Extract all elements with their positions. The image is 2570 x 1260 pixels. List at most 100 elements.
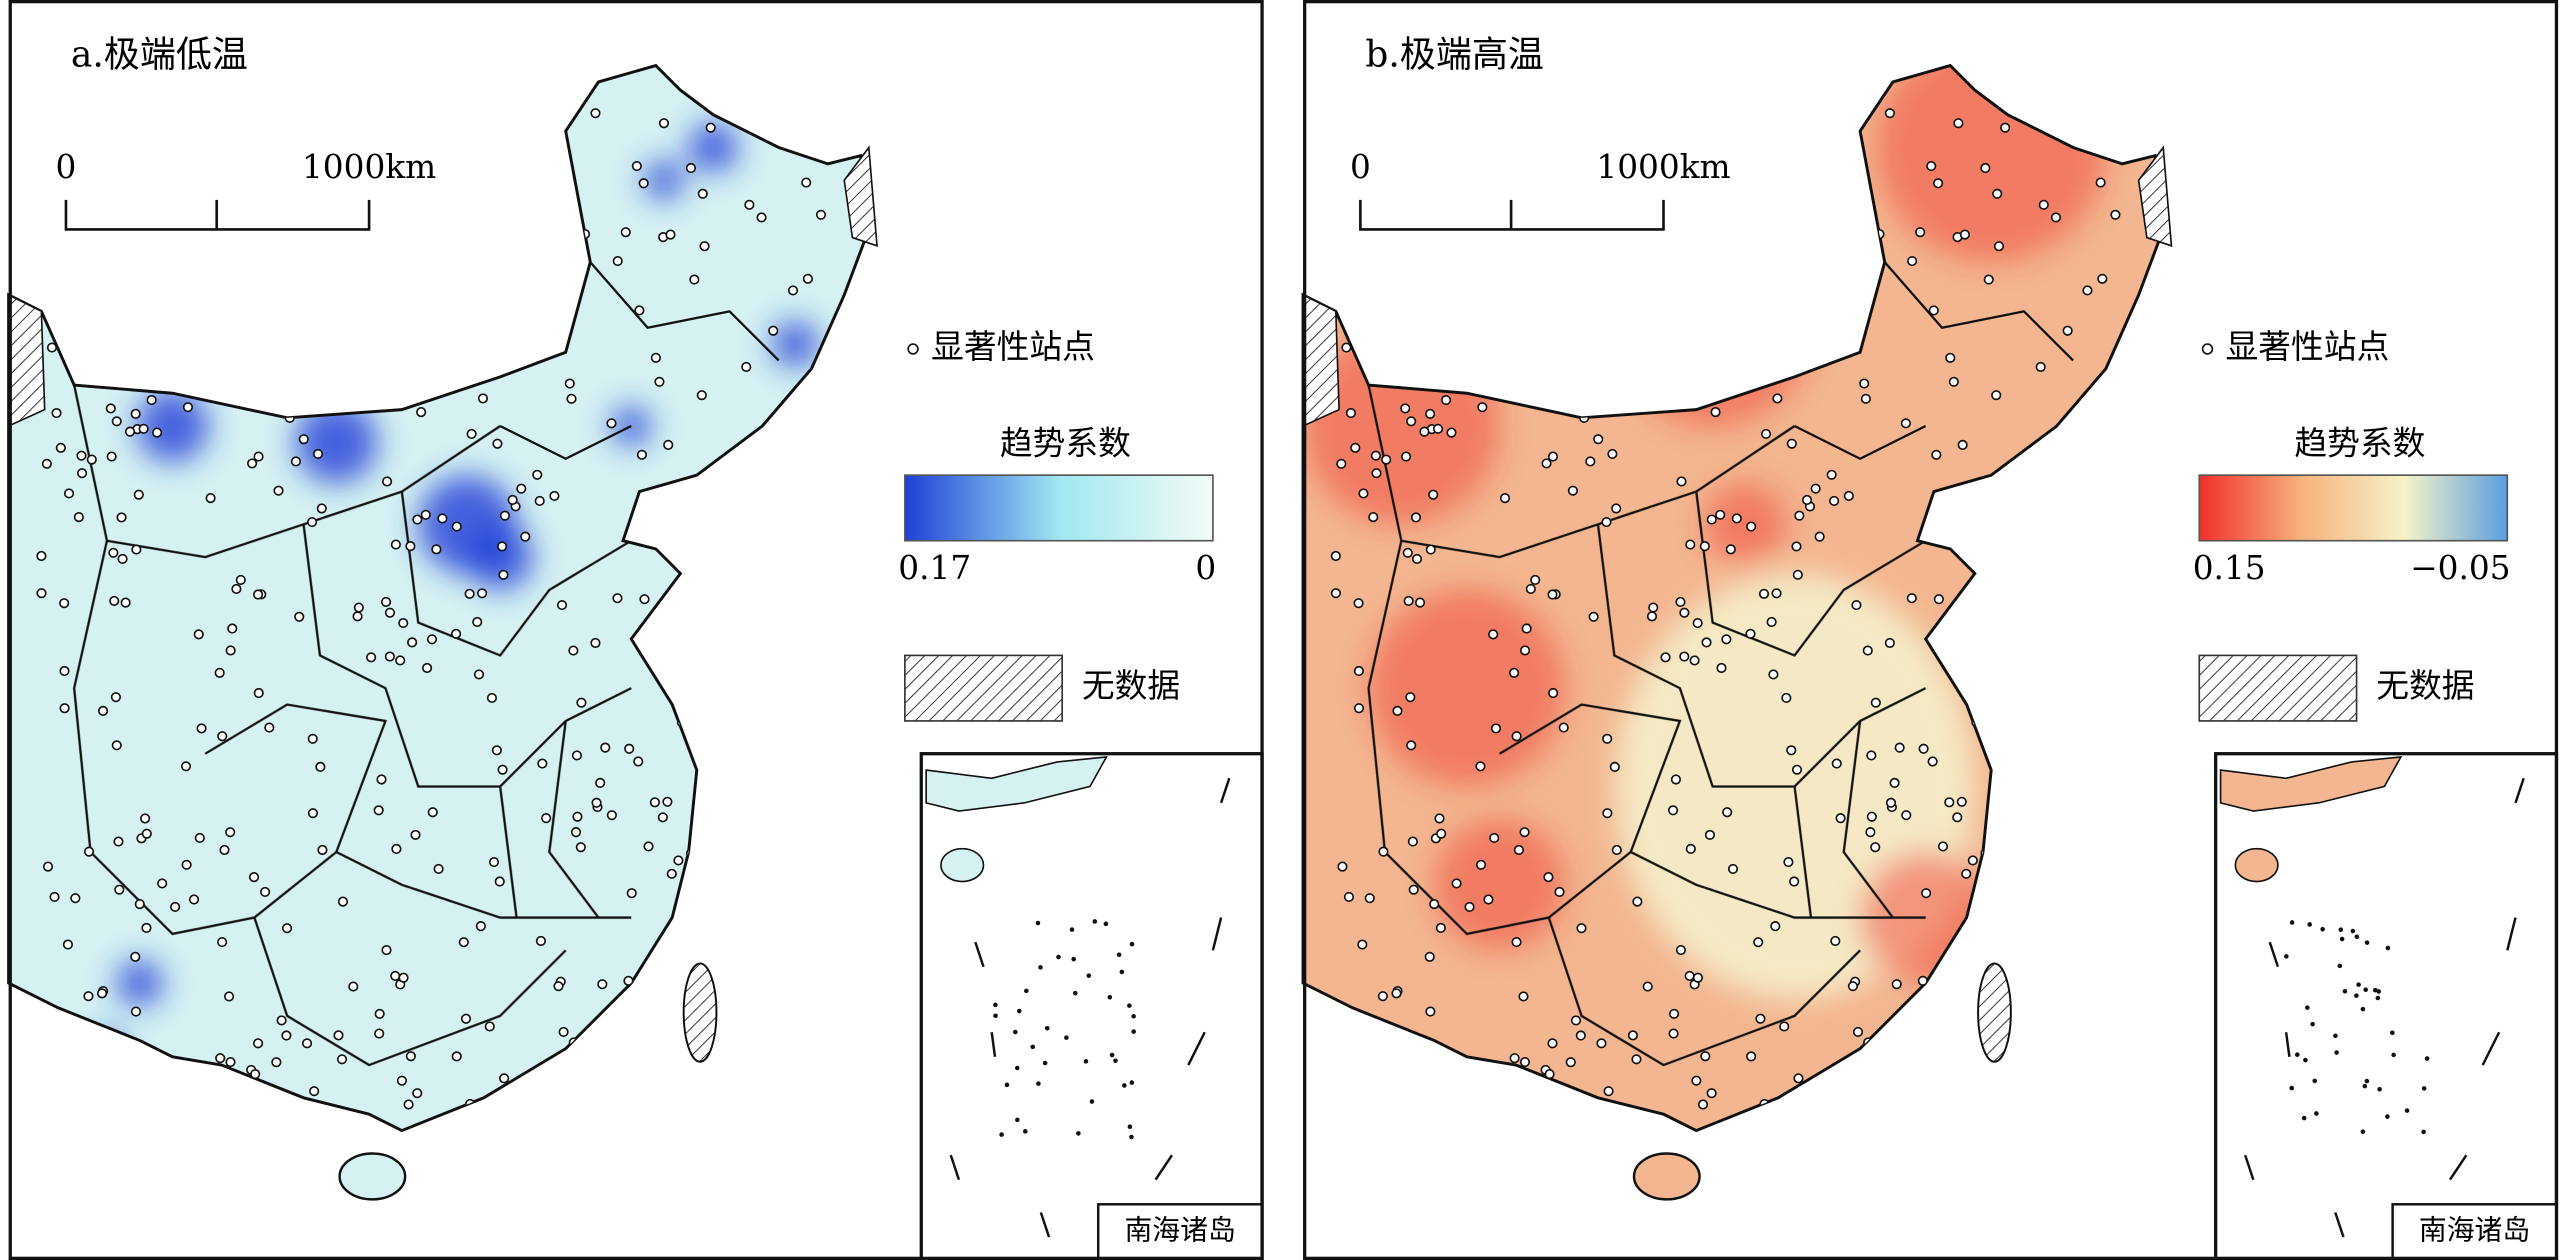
station [1392, 705, 1403, 716]
station [1716, 662, 1727, 674]
island [2376, 989, 2382, 994]
station [1353, 703, 1365, 714]
station [1623, 353, 1634, 365]
station [127, 341, 138, 352]
station [1746, 521, 1757, 532]
station [1684, 184, 1696, 196]
station [1550, 140, 1561, 151]
island [2363, 987, 2368, 992]
station [516, 483, 527, 494]
island [2289, 1085, 2295, 1091]
station [484, 312, 495, 323]
province-border [1367, 384, 1796, 559]
station [416, 407, 427, 418]
station [2046, 632, 2057, 644]
station [550, 101, 562, 112]
scale-start: 0 [1350, 148, 1371, 186]
station [1906, 593, 1917, 604]
island [2338, 927, 2344, 933]
station [477, 588, 488, 599]
station [316, 503, 327, 514]
china-border [7, 63, 871, 1133]
station [523, 194, 534, 205]
station [196, 723, 207, 734]
station [774, 1078, 786, 1089]
station [558, 1026, 569, 1037]
station [1814, 157, 1825, 168]
station [783, 95, 794, 106]
island [2385, 1114, 2390, 1119]
station [1722, 332, 1733, 343]
island [2385, 945, 2391, 951]
station [1845, 101, 1856, 112]
scale-bar [64, 199, 371, 231]
island [1083, 1059, 1089, 1064]
station [2035, 361, 2046, 373]
island [2360, 1129, 2366, 1135]
station [1752, 376, 1764, 387]
station [1685, 539, 1696, 550]
station [283, 115, 295, 126]
station [504, 238, 515, 250]
station [1961, 511, 1973, 523]
island [2424, 1056, 2430, 1061]
station [117, 553, 128, 565]
station [1545, 1097, 1557, 1108]
station [736, 775, 747, 787]
station [1710, 407, 1721, 418]
station [591, 797, 602, 808]
station [525, 351, 536, 362]
station [386, 268, 397, 279]
station [451, 521, 462, 532]
station [1585, 456, 1596, 467]
station [791, 981, 803, 992]
station [1959, 229, 1970, 240]
island [1131, 1013, 1136, 1019]
station [2025, 769, 2036, 780]
station [426, 634, 438, 645]
station [1991, 390, 2002, 401]
station [104, 307, 115, 318]
station [1791, 764, 1803, 775]
station [46, 342, 58, 353]
station [1395, 162, 1407, 173]
station [1519, 1056, 1531, 1068]
inset-frame [919, 752, 1264, 1260]
station [1952, 812, 1963, 823]
station [1375, 354, 1386, 365]
station [1579, 412, 1590, 424]
inset-line [2506, 917, 2517, 951]
station [1407, 836, 1418, 847]
station [613, 1039, 624, 1050]
station [1848, 249, 1860, 260]
station [1635, 346, 1647, 358]
station [466, 428, 477, 440]
station [705, 122, 716, 133]
station [1402, 547, 1413, 558]
station [525, 345, 537, 356]
legend-no-data: 无数据 [2376, 667, 2474, 705]
inset-hainan [2234, 847, 2279, 883]
island [2320, 926, 2325, 932]
station [1670, 774, 1682, 785]
inset-label-box [1096, 1203, 1264, 1260]
island [2354, 993, 2359, 998]
station [797, 1000, 808, 1012]
station [401, 348, 413, 359]
station [231, 340, 242, 351]
station [1826, 469, 1837, 480]
station [606, 418, 617, 429]
station [1847, 171, 1858, 182]
island [1073, 990, 1078, 996]
station [59, 598, 70, 609]
station [1689, 655, 1700, 666]
island [1113, 1058, 1118, 1064]
station [1401, 1099, 1412, 1110]
panel-title: b.极端高温 [1365, 34, 1544, 75]
station [1607, 448, 1618, 459]
station [216, 271, 227, 282]
station [801, 177, 812, 188]
station [1543, 872, 1554, 883]
shading [90, 1032, 124, 1066]
